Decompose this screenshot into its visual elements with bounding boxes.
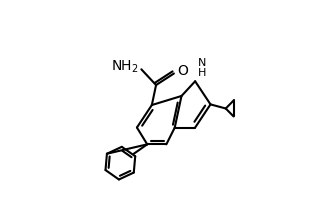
Text: NH$_2$: NH$_2$: [111, 59, 138, 75]
Text: N
H: N H: [198, 58, 207, 78]
Text: O: O: [177, 64, 188, 78]
